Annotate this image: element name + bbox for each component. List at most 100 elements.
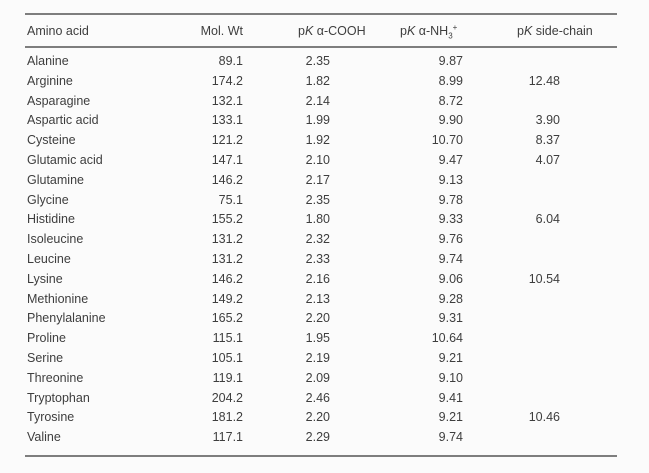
amino-acid-name: Valine	[27, 430, 61, 445]
pk-alpha-nh3-value: 8.99	[438, 73, 463, 88]
pk-alpha-nh3-value: 9.47	[438, 152, 463, 167]
mol-wt-value: 105.1	[211, 350, 243, 365]
mol-wt-value: 147.1	[211, 152, 243, 167]
amino-acid-name: Glycine	[27, 192, 69, 207]
pk-side-chain-value	[466, 329, 617, 349]
mol-wt-value: 115.1	[212, 331, 243, 346]
mol-wt-value: 117.1	[212, 430, 243, 445]
pk-alpha-cooh-value: 2.17	[305, 172, 330, 187]
amino-acid-name: Glutamine	[27, 172, 84, 187]
pk-side-chain-value	[466, 290, 617, 310]
pk-alpha-cooh-value: 2.46	[305, 390, 330, 405]
amino-acid-name: Tryptophan	[27, 390, 90, 405]
pk-side-chain-value	[466, 309, 617, 329]
header-text-part: α-NH	[415, 23, 449, 38]
table-row: Arginine 174.2 1.82 8.99 12.48	[25, 72, 617, 92]
table-row: Histidine 155.2 1.80 9.33 6.04	[25, 210, 617, 230]
pk-side-chain-value: 4.07	[535, 152, 560, 167]
amino-acid-name: Serine	[27, 350, 64, 365]
pk-alpha-cooh-value: 1.82	[305, 73, 330, 88]
pk-side-chain-value	[466, 171, 617, 191]
table-row: Leucine 131.2 2.33 9.74	[25, 250, 617, 270]
pk-side-chain-value	[466, 191, 617, 211]
pk-alpha-cooh-value: 2.09	[305, 370, 330, 385]
pk-alpha-cooh-value: 2.35	[305, 54, 330, 68]
mol-wt-value: 89.1	[218, 54, 243, 68]
pk-alpha-cooh-value: 1.92	[305, 133, 330, 148]
table-row: Proline 115.1 1.95 10.64	[25, 329, 617, 349]
mol-wt-value: 149.2	[211, 291, 243, 306]
table-header-row: Amino acid Mol. Wt pK α-COOH pK α-NH3+ p…	[25, 13, 617, 48]
pk-alpha-nh3-value: 9.90	[438, 113, 463, 128]
col-header-pk-side-chain: pK side-chain	[466, 24, 617, 38]
pk-side-chain-value	[466, 52, 617, 72]
pk-side-chain-value: 6.04	[535, 212, 560, 227]
pk-alpha-nh3-value: 9.21	[438, 350, 463, 365]
amino-acid-name: Alanine	[27, 54, 69, 68]
pk-alpha-cooh-value: 1.99	[305, 113, 330, 128]
table-row: Asparagine 132.1 2.14 8.72	[25, 92, 617, 112]
table-row: Glutamine 146.2 2.17 9.13	[25, 171, 617, 191]
table-row: Serine 105.1 2.19 9.21	[25, 349, 617, 369]
header-text-part: α-COOH	[313, 23, 366, 38]
pk-alpha-cooh-value: 2.20	[305, 410, 330, 425]
col-header-pk-alpha-nh3: pK α-NH3+	[330, 23, 466, 40]
amino-acid-name: Asparagine	[27, 93, 91, 108]
amino-acid-name: Arginine	[27, 73, 73, 88]
mol-wt-value: 155.2	[211, 212, 243, 227]
col-header-pk-alpha-cooh: pK α-COOH	[243, 23, 366, 38]
pk-alpha-nh3-value: 9.74	[438, 251, 463, 266]
amino-acid-name: Aspartic acid	[27, 113, 99, 128]
pk-side-chain-value: 10.54	[528, 271, 560, 286]
pk-alpha-cooh-value: 2.32	[305, 232, 330, 247]
table-row: Tryptophan 204.2 2.46 9.41	[25, 389, 617, 409]
mol-wt-value: 75.1	[218, 192, 243, 207]
pk-side-chain-value	[466, 428, 617, 448]
pk-alpha-cooh-value: 2.10	[305, 152, 330, 167]
pk-alpha-cooh-value: 2.29	[305, 430, 330, 445]
header-text-part: side-chain	[532, 23, 593, 38]
col-header-amino-acid: Amino acid	[27, 23, 89, 38]
pk-alpha-cooh-value: 1.95	[305, 331, 330, 346]
pk-alpha-nh3-value: 9.06	[438, 271, 463, 286]
table-row: Phenylalanine 165.2 2.20 9.31	[25, 309, 617, 329]
amino-acid-name: Isoleucine	[27, 232, 84, 247]
pk-alpha-nh3-value: 9.21	[438, 410, 463, 425]
table-row: Glycine 75.1 2.35 9.78	[25, 191, 617, 211]
mol-wt-value: 146.2	[211, 271, 243, 286]
header-text-part: p	[400, 23, 407, 38]
table-row: Aspartic acid 133.1 1.99 9.90 3.90	[25, 111, 617, 131]
table-row: Lysine 146.2 2.16 9.06 10.54	[25, 270, 617, 290]
table-row: Threonine 119.1 2.09 9.10	[25, 369, 617, 389]
header-text-part: p	[298, 23, 305, 38]
amino-acid-name: Phenylalanine	[27, 311, 106, 326]
pk-alpha-nh3-value: 9.28	[438, 291, 463, 306]
mol-wt-value: 131.2	[211, 251, 243, 266]
pk-side-chain-value: 12.48	[528, 73, 560, 88]
pk-alpha-nh3-value: 10.64	[431, 331, 463, 346]
amino-acid-name: Methionine	[27, 291, 89, 306]
pk-alpha-nh3-value: 9.10	[438, 370, 463, 385]
table-row: Isoleucine 131.2 2.32 9.76	[25, 230, 617, 250]
pk-side-chain-value	[466, 369, 617, 389]
pk-alpha-nh3-value: 9.31	[438, 311, 463, 326]
amino-acid-pk-table: Amino acid Mol. Wt pK α-COOH pK α-NH3+ p…	[25, 13, 617, 457]
table-row: Tyrosine 181.2 2.20 9.21 10.46	[25, 408, 617, 428]
pk-side-chain-value	[466, 389, 617, 409]
pk-alpha-cooh-value: 2.20	[305, 311, 330, 326]
mol-wt-value: 131.2	[211, 232, 243, 247]
amino-acid-name: Cysteine	[27, 133, 76, 148]
amino-acid-name: Threonine	[27, 370, 84, 385]
table-row: Glutamic acid 147.1 2.10 9.47 4.07	[25, 151, 617, 171]
header-text-part: K	[304, 23, 314, 38]
amino-acid-name: Tyrosine	[27, 410, 75, 425]
amino-acid-name: Glutamic acid	[27, 152, 103, 167]
pk-alpha-nh3-value: 9.13	[438, 172, 463, 187]
table-row: Cysteine 121.2 1.92 10.70 8.37	[25, 131, 617, 151]
mol-wt-value: 119.1	[212, 370, 243, 385]
header-subscript: 3	[448, 31, 453, 40]
pk-side-chain-value	[466, 230, 617, 250]
header-text-part: K	[523, 23, 533, 38]
table-body: Alanine 89.1 2.35 9.87 Arginine 174.2 1.…	[25, 48, 617, 457]
amino-acid-name: Leucine	[27, 251, 71, 266]
